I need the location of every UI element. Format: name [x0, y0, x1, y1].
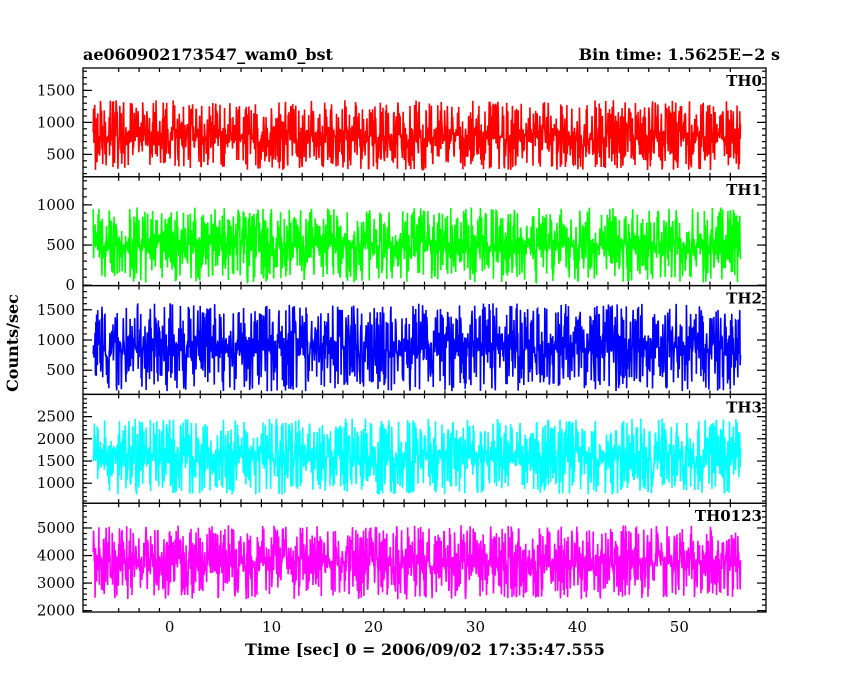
- x-axis: 0 10 20 30 40 50: [165, 618, 689, 636]
- y-tick-label: 1500: [37, 81, 75, 99]
- panel-th0123: 2000 3000 4000 5000 TH0123: [37, 502, 767, 620]
- y-tick-label: 2000: [37, 430, 75, 448]
- y-tick-label: 1500: [37, 452, 75, 470]
- x-tick-label: 20: [364, 618, 383, 636]
- panels-group: 500 1000 1500 TH0 0 500 1000 TH1 500 1000 1500 TH2 1…: [37, 67, 767, 620]
- y-tick-label: 1500: [37, 301, 75, 319]
- y-tick-label: 5000: [37, 519, 75, 537]
- y-axis-label: Counts/sec: [3, 294, 22, 392]
- series-th1: [92, 207, 742, 285]
- chart-title: ae060902173547_wam0_bst: [83, 45, 334, 64]
- y-tick-label: 500: [46, 236, 75, 254]
- y-tick-label: 500: [46, 145, 75, 163]
- series-th0: [92, 100, 742, 172]
- y-tick-label: 4000: [37, 547, 75, 565]
- series-th0123: [92, 525, 742, 600]
- x-tick-label: 30: [466, 618, 485, 636]
- panel-label-th2: TH2: [726, 290, 762, 308]
- panel-label-th1: TH1: [726, 181, 762, 199]
- panel-label-th0123: TH0123: [695, 507, 762, 525]
- series-th3: [92, 418, 742, 495]
- y-tick-label: 2500: [37, 408, 75, 426]
- y-tick-label: 1000: [37, 113, 75, 131]
- bin-time-label: Bin time: 1.5625E−2 s: [579, 45, 780, 64]
- y-tick-label: 1000: [37, 474, 75, 492]
- panel-th0: 500 1000 1500 TH0: [37, 67, 767, 178]
- panel-th3: 1000 1500 2000 2500 TH3: [37, 393, 767, 504]
- series-th2: [92, 303, 742, 392]
- panel-label-th0: TH0: [726, 72, 762, 90]
- x-tick-label: 40: [568, 618, 587, 636]
- x-tick-label: 10: [262, 618, 281, 636]
- x-axis-label: Time [sec] 0 = 2006/09/02 17:35:47.555: [245, 640, 605, 659]
- y-tick-label: 3000: [37, 574, 75, 592]
- x-tick-label: 50: [670, 618, 689, 636]
- panel-th1: 0 500 1000 TH1: [37, 176, 767, 294]
- panel-th2: 500 1000 1500 TH2: [37, 284, 767, 396]
- y-tick-label: 2000: [37, 602, 75, 620]
- y-tick-label: 1000: [37, 196, 75, 214]
- y-tick-label: 500: [46, 361, 75, 379]
- y-tick-label: 1000: [37, 331, 75, 349]
- panel-label-th3: TH3: [726, 398, 762, 416]
- y-tick-label: 0: [65, 276, 75, 294]
- x-tick-label: 0: [165, 618, 175, 636]
